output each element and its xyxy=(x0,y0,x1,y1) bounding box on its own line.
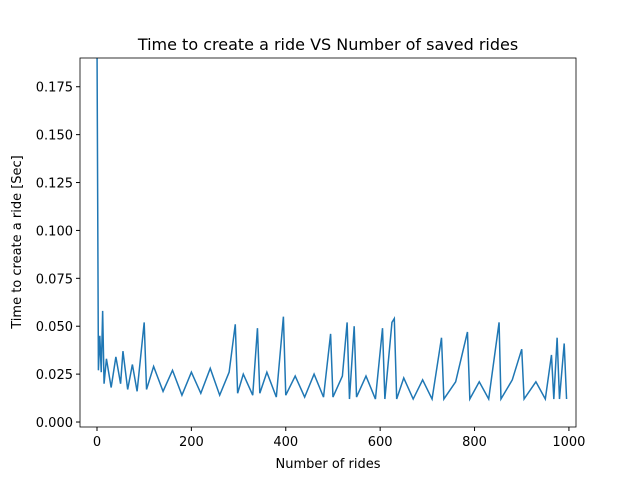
y-tick-label: 0.050 xyxy=(36,320,73,335)
x-tick-label: 200 xyxy=(179,435,204,450)
x-tick-label: 400 xyxy=(273,435,298,450)
x-tick-label: 600 xyxy=(368,435,393,450)
y-axis-label: Time to create a ride [Sec] xyxy=(10,155,25,330)
x-tick-label: 800 xyxy=(462,435,487,450)
y-tick-label: 0.150 xyxy=(36,129,73,144)
x-tick-label: 1000 xyxy=(552,435,585,450)
y-tick-label: 0.025 xyxy=(36,368,73,383)
plot-frame xyxy=(79,57,577,428)
data-line xyxy=(96,58,568,402)
y-tick-label: 0.125 xyxy=(36,177,73,192)
y-tick-label: 0.075 xyxy=(36,272,73,287)
y-tick-label: 0.100 xyxy=(36,224,73,239)
y-tick-label: 0.175 xyxy=(36,81,73,96)
x-axis-label: Number of rides xyxy=(276,457,381,472)
chart-title: Time to create a ride VS Number of saved… xyxy=(137,35,518,54)
y-tick-label: 0.000 xyxy=(36,416,73,431)
x-tick-label: 0 xyxy=(93,435,101,450)
